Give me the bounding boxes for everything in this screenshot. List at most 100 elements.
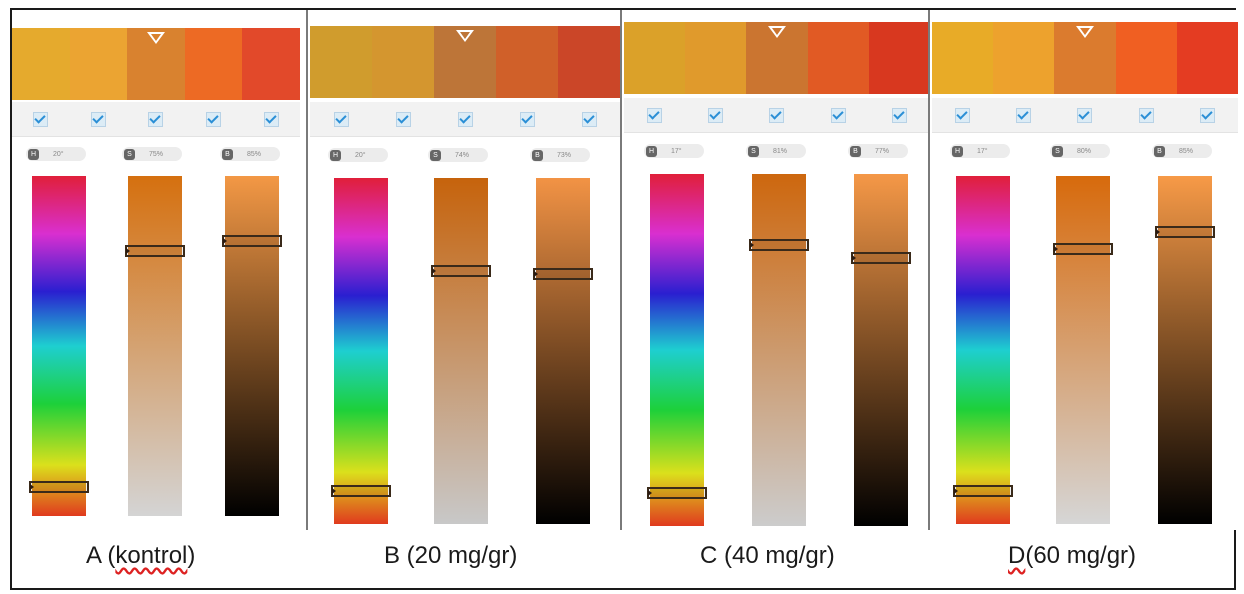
checkbox-checked-icon[interactable] [1138, 107, 1154, 123]
pill-toggle-icon: S [748, 145, 759, 157]
checkbox-checked-icon[interactable] [457, 111, 473, 127]
hue-slider-handle[interactable] [29, 481, 89, 493]
color-swatch[interactable] [746, 22, 808, 94]
pill-toggle-icon: S [124, 148, 135, 160]
pill-value: 75% [149, 150, 164, 158]
color-swatch[interactable] [242, 28, 300, 100]
saturation-slider[interactable] [431, 178, 491, 524]
color-picker-panel-c: H 17° S 81% B 77% [624, 10, 930, 530]
brightness-slider[interactable] [851, 174, 911, 526]
saturation-slider[interactable] [125, 176, 185, 516]
saturation-slider[interactable] [1053, 176, 1113, 524]
brightness-slider[interactable] [1155, 176, 1215, 524]
color-swatch[interactable] [372, 26, 434, 98]
checkbox-checked-icon[interactable] [148, 111, 164, 127]
color-swatch[interactable] [868, 22, 930, 94]
brightness-slider-handle[interactable] [222, 235, 282, 247]
hue-slider[interactable] [953, 176, 1013, 524]
pill-toggle-icon: B [850, 145, 861, 157]
color-swatch[interactable] [69, 28, 128, 100]
saturation-slider-handle[interactable] [749, 239, 809, 251]
brightness-slider[interactable] [533, 178, 593, 524]
value-pill[interactable]: S 81% [746, 144, 806, 158]
saturation-slider-handle[interactable] [1053, 243, 1113, 255]
value-pill[interactable]: H 17° [644, 144, 704, 158]
hue-slider-handle[interactable] [647, 487, 707, 499]
swatch-row [12, 28, 300, 100]
pill-value: 73% [557, 151, 572, 159]
brightness-slider-handle[interactable] [533, 268, 593, 280]
caption-text: A ( [86, 542, 116, 569]
hue-slider-handle[interactable] [331, 485, 391, 497]
pill-toggle-icon: H [28, 148, 39, 160]
color-swatch[interactable] [184, 28, 243, 100]
color-swatch[interactable] [807, 22, 869, 94]
caption-text-end: ) [187, 542, 196, 569]
color-swatch[interactable] [310, 26, 372, 98]
checkbox-checked-icon[interactable] [333, 111, 349, 127]
hue-slider[interactable] [331, 178, 391, 524]
checkbox-checked-icon[interactable] [769, 107, 785, 123]
hue-slider[interactable] [647, 174, 707, 526]
checkbox-checked-icon[interactable] [647, 107, 663, 123]
brightness-slider-handle[interactable] [851, 252, 911, 264]
value-pill-row: H 17° S 81% B 77% [624, 144, 930, 164]
checkbox-checked-icon[interactable] [33, 111, 49, 127]
swatch-row [932, 22, 1238, 94]
hue-slider-handle[interactable] [953, 485, 1013, 497]
value-pill[interactable]: B 73% [530, 148, 590, 162]
selected-triangle-icon [146, 32, 165, 44]
value-pill[interactable]: H 17° [950, 144, 1010, 158]
color-swatch[interactable] [496, 26, 558, 98]
pill-value: 80% [1077, 147, 1092, 155]
hue-slider[interactable] [29, 176, 89, 516]
caption-spellcheck-text: kontrol [115, 542, 188, 569]
pill-value: 85% [1179, 147, 1194, 155]
pill-value: 17° [977, 147, 988, 155]
value-pill[interactable]: H 20° [328, 148, 388, 162]
checkbox-checked-icon[interactable] [830, 107, 846, 123]
color-swatch[interactable] [993, 22, 1055, 94]
pill-value: 17° [671, 147, 682, 155]
checkbox-checked-icon[interactable] [581, 111, 597, 127]
pill-value: 85% [247, 150, 262, 158]
value-pill[interactable]: S 75% [122, 147, 182, 161]
value-pill[interactable]: H 20° [26, 147, 86, 161]
brightness-slider[interactable] [222, 176, 282, 516]
checkbox-checked-icon[interactable] [1077, 107, 1093, 123]
checkbox-checked-icon[interactable] [891, 107, 907, 123]
checkbox-checked-icon[interactable] [206, 111, 222, 127]
checkbox-checked-icon[interactable] [90, 111, 106, 127]
color-swatch[interactable] [127, 28, 185, 100]
saturation-slider[interactable] [749, 174, 809, 526]
color-swatch[interactable] [685, 22, 747, 94]
checkbox-row [310, 102, 620, 137]
saturation-slider-handle[interactable] [125, 245, 185, 257]
color-swatch[interactable] [12, 28, 70, 100]
color-swatch[interactable] [1054, 22, 1116, 94]
color-swatch[interactable] [1115, 22, 1177, 94]
checkbox-checked-icon[interactable] [519, 111, 535, 127]
color-swatch[interactable] [434, 26, 496, 98]
value-pill[interactable]: B 85% [220, 147, 280, 161]
checkbox-checked-icon[interactable] [708, 107, 724, 123]
checkbox-checked-icon[interactable] [395, 111, 411, 127]
color-swatch[interactable] [558, 26, 620, 98]
saturation-slider-handle[interactable] [431, 265, 491, 277]
pill-value: 74% [455, 151, 470, 159]
checkbox-checked-icon[interactable] [1016, 107, 1032, 123]
color-swatch[interactable] [624, 22, 686, 94]
brightness-slider-handle[interactable] [1155, 226, 1215, 238]
panel-caption-a: A (kontrol) [86, 542, 195, 570]
pill-toggle-icon: S [430, 149, 441, 161]
color-swatch[interactable] [1176, 22, 1238, 94]
checkbox-checked-icon[interactable] [1199, 107, 1215, 123]
color-swatch[interactable] [932, 22, 994, 94]
checkbox-checked-icon[interactable] [263, 111, 279, 127]
pill-toggle-icon: B [532, 149, 543, 161]
value-pill[interactable]: B 85% [1152, 144, 1212, 158]
value-pill[interactable]: B 77% [848, 144, 908, 158]
checkbox-checked-icon[interactable] [955, 107, 971, 123]
value-pill[interactable]: S 80% [1050, 144, 1110, 158]
value-pill[interactable]: S 74% [428, 148, 488, 162]
